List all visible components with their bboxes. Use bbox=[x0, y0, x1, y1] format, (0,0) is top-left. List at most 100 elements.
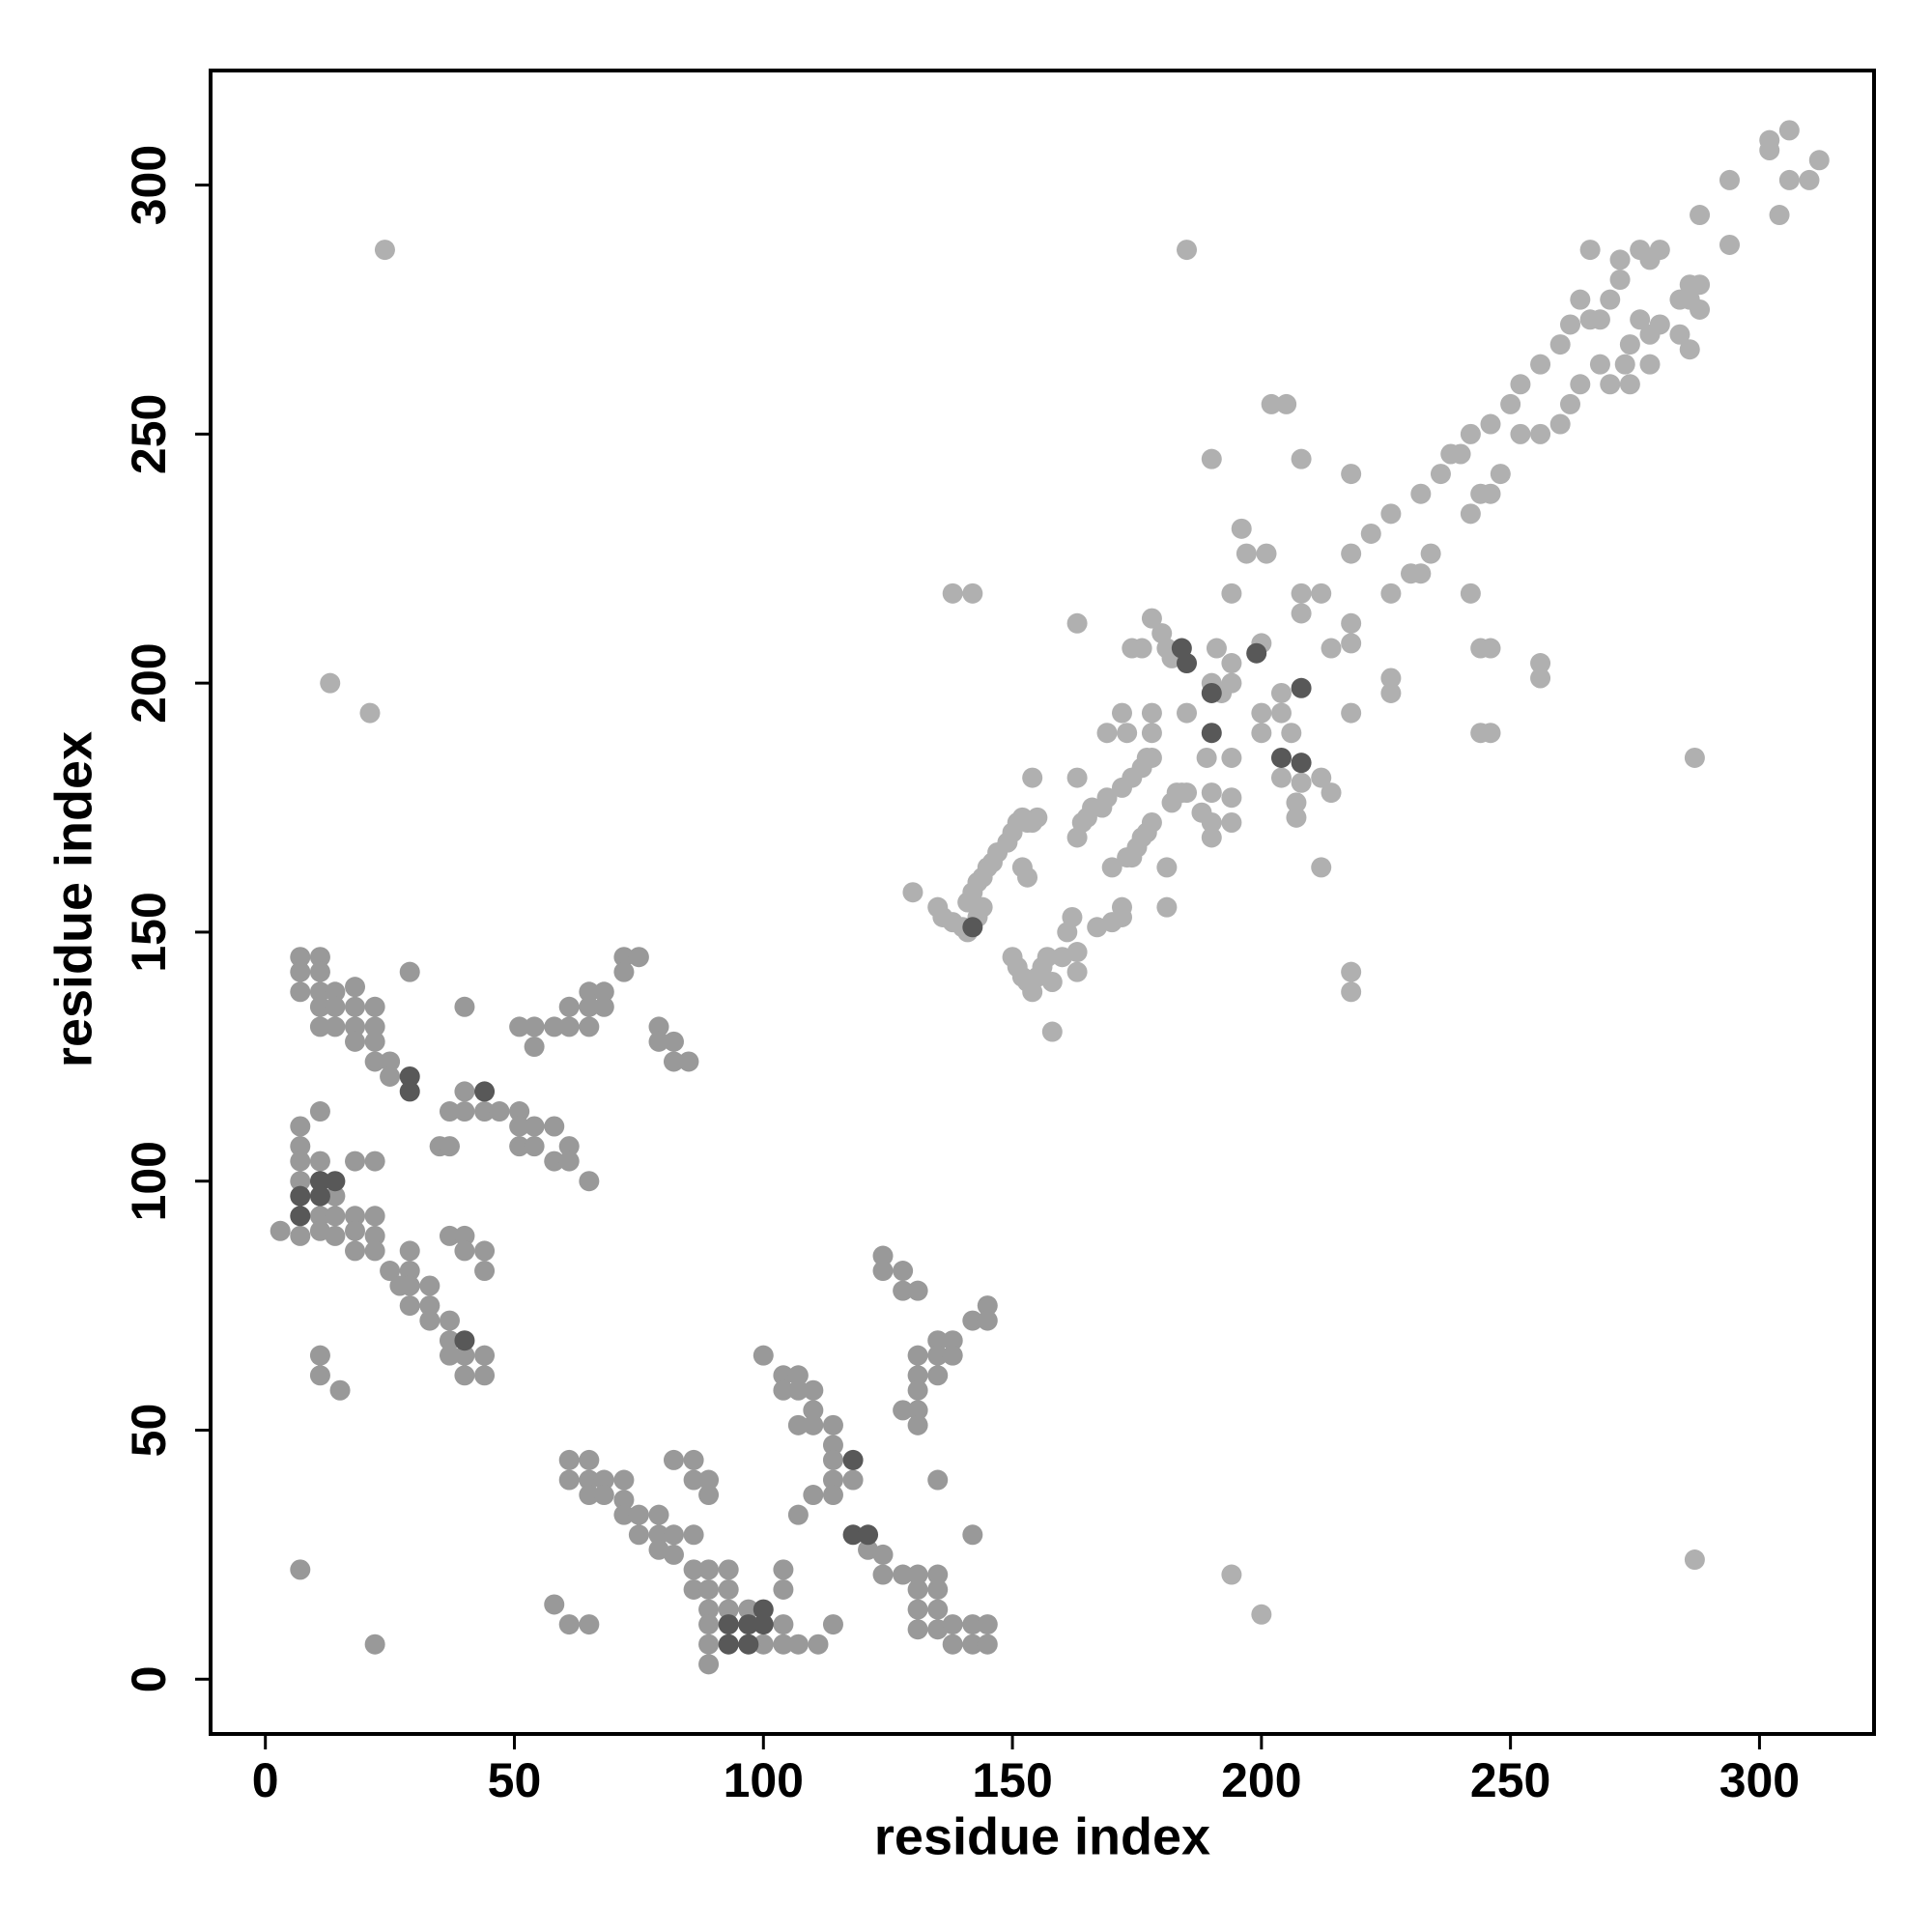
point bbox=[753, 1345, 774, 1366]
point bbox=[419, 1275, 440, 1296]
point bbox=[738, 1599, 759, 1620]
point bbox=[1600, 289, 1621, 310]
point bbox=[1251, 1604, 1272, 1625]
point bbox=[698, 1559, 720, 1580]
point bbox=[808, 1634, 829, 1655]
point bbox=[613, 947, 635, 968]
point bbox=[1609, 249, 1631, 270]
point bbox=[1281, 723, 1302, 744]
point bbox=[907, 1365, 928, 1386]
point bbox=[345, 1031, 366, 1052]
point bbox=[309, 961, 330, 982]
point bbox=[345, 977, 366, 998]
point bbox=[1380, 668, 1402, 689]
point bbox=[399, 1081, 420, 1102]
point bbox=[907, 1345, 928, 1366]
point bbox=[1291, 772, 1312, 793]
point bbox=[290, 1206, 311, 1227]
point bbox=[1017, 867, 1038, 888]
point bbox=[773, 1559, 794, 1580]
point bbox=[1410, 483, 1432, 504]
point bbox=[1341, 612, 1362, 634]
point bbox=[1270, 702, 1292, 724]
point bbox=[942, 1330, 963, 1351]
point bbox=[345, 1016, 366, 1037]
point bbox=[893, 1400, 914, 1421]
point bbox=[872, 1544, 894, 1565]
point bbox=[942, 1614, 963, 1635]
point bbox=[1246, 642, 1267, 664]
point bbox=[738, 1614, 759, 1635]
point bbox=[1679, 339, 1700, 360]
point bbox=[309, 1171, 330, 1192]
point bbox=[1201, 782, 1222, 804]
point bbox=[1037, 947, 1058, 968]
point bbox=[663, 1544, 684, 1565]
point bbox=[698, 1654, 720, 1675]
point bbox=[893, 1564, 914, 1585]
point bbox=[1201, 812, 1222, 834]
point bbox=[1221, 582, 1242, 604]
point bbox=[1510, 423, 1531, 444]
point bbox=[524, 1136, 545, 1157]
point bbox=[1270, 767, 1292, 788]
point bbox=[1589, 309, 1610, 330]
point bbox=[773, 1379, 794, 1401]
point bbox=[663, 1449, 684, 1470]
point bbox=[1022, 767, 1043, 788]
point bbox=[1231, 518, 1252, 539]
point bbox=[558, 1151, 580, 1172]
point bbox=[544, 1016, 565, 1037]
point bbox=[509, 1101, 530, 1122]
point bbox=[419, 1295, 440, 1317]
point bbox=[345, 1240, 366, 1262]
point bbox=[454, 1345, 475, 1366]
point bbox=[309, 1345, 330, 1366]
point bbox=[962, 1310, 983, 1331]
point bbox=[842, 1469, 864, 1491]
point bbox=[474, 1365, 496, 1386]
point bbox=[509, 1136, 530, 1157]
point bbox=[683, 1578, 704, 1600]
point bbox=[399, 1065, 420, 1087]
point bbox=[1579, 240, 1601, 261]
point bbox=[698, 1469, 720, 1491]
point bbox=[290, 1559, 311, 1580]
point bbox=[977, 1634, 998, 1655]
point bbox=[613, 1490, 635, 1511]
point bbox=[942, 1345, 963, 1366]
point bbox=[787, 1379, 809, 1401]
point bbox=[907, 1578, 928, 1600]
point bbox=[1360, 523, 1381, 544]
point bbox=[1600, 374, 1621, 395]
point bbox=[1291, 753, 1312, 774]
point bbox=[977, 1295, 998, 1317]
point bbox=[364, 1016, 385, 1037]
point bbox=[1690, 205, 1711, 226]
point bbox=[1066, 612, 1088, 634]
point bbox=[1341, 702, 1362, 724]
point bbox=[1311, 857, 1332, 878]
point bbox=[648, 1504, 669, 1525]
point bbox=[648, 1031, 669, 1052]
point bbox=[579, 1614, 600, 1635]
point bbox=[1719, 169, 1740, 190]
point bbox=[325, 1171, 346, 1192]
point bbox=[439, 1101, 460, 1122]
point bbox=[787, 1414, 809, 1435]
point bbox=[1236, 543, 1257, 564]
point bbox=[1684, 747, 1705, 768]
point bbox=[1719, 234, 1740, 255]
point bbox=[1291, 582, 1312, 604]
y-tick-label: 0 bbox=[122, 1665, 176, 1692]
point bbox=[439, 1345, 460, 1366]
point bbox=[325, 1206, 346, 1227]
point bbox=[1530, 653, 1551, 674]
point bbox=[1256, 543, 1277, 564]
point bbox=[753, 1599, 774, 1620]
point bbox=[1062, 906, 1083, 927]
point bbox=[1111, 896, 1132, 918]
point bbox=[1286, 807, 1307, 828]
point bbox=[907, 1619, 928, 1640]
